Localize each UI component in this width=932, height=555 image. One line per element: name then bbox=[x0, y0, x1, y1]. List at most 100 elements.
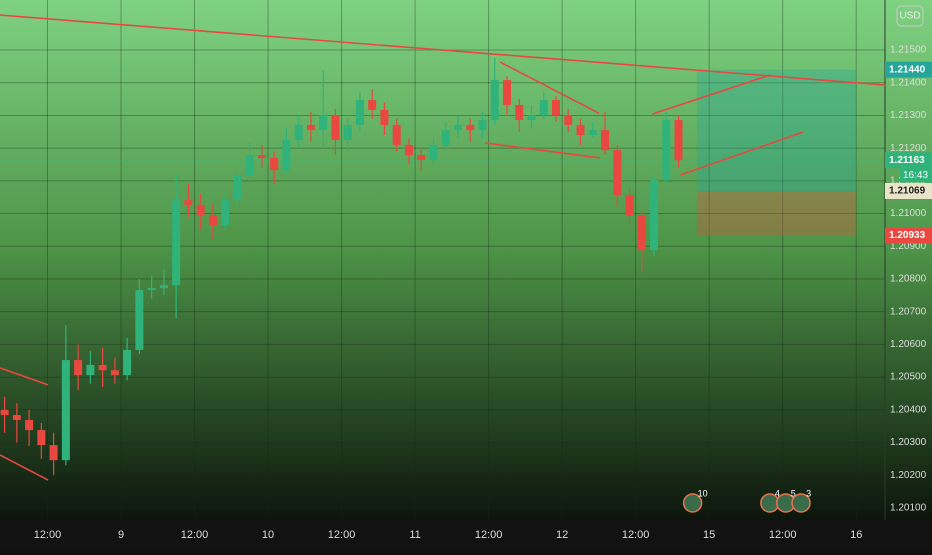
y-tick-label: 1.20100 bbox=[890, 503, 927, 514]
candle-body bbox=[429, 144, 438, 160]
x-tick-label: 15 bbox=[703, 529, 715, 541]
y-tick-label: 1.20700 bbox=[890, 306, 927, 317]
event-count: 10 bbox=[698, 488, 708, 498]
candle-body bbox=[294, 124, 303, 140]
price-label: 1.21069 bbox=[889, 186, 926, 197]
last-price-label-box bbox=[885, 152, 932, 169]
price-label-box bbox=[885, 61, 932, 78]
candle-body bbox=[539, 100, 548, 116]
candle-body bbox=[245, 155, 254, 175]
x-tick-label: 12 bbox=[556, 529, 568, 541]
last-price-label: 1.21163 bbox=[889, 155, 925, 166]
candle-body bbox=[404, 144, 413, 156]
candle-body bbox=[25, 419, 34, 431]
y-tick-label: 1.21500 bbox=[890, 45, 927, 56]
y-tick-label: 1.20600 bbox=[890, 339, 927, 350]
x-axis-band bbox=[0, 520, 932, 550]
countdown: 16:43 bbox=[903, 170, 928, 181]
candle-body bbox=[650, 180, 659, 251]
candle-body bbox=[515, 104, 524, 121]
candle-body bbox=[221, 200, 230, 226]
currency-box bbox=[896, 5, 924, 27]
price-label: 1.21440 bbox=[889, 64, 926, 75]
price-label: 1.20933 bbox=[889, 230, 926, 241]
y-tick-label: 1.20400 bbox=[890, 404, 927, 415]
candle-body bbox=[662, 120, 671, 181]
candle-body bbox=[49, 445, 58, 461]
candle-body bbox=[86, 364, 95, 376]
candle-body bbox=[12, 415, 21, 420]
y-tick-label: 1.20200 bbox=[890, 470, 927, 481]
y-tick-label: 1.21300 bbox=[890, 110, 927, 121]
event-count: 5 bbox=[791, 488, 796, 498]
candle-body bbox=[478, 120, 487, 131]
trend-line bbox=[0, 14, 886, 86]
candle-body bbox=[37, 430, 46, 446]
x-tick-label: 16 bbox=[850, 529, 862, 541]
candle-body bbox=[502, 80, 511, 105]
y-tick-label: 1.20500 bbox=[890, 372, 927, 383]
event-count: 3 bbox=[806, 488, 811, 498]
candle-body bbox=[196, 205, 205, 216]
x-tick-label: 12:00 bbox=[328, 529, 356, 541]
x-tick-label: 12:00 bbox=[34, 529, 62, 541]
event-marker bbox=[791, 493, 811, 513]
y-tick-label: 1.20900 bbox=[890, 241, 927, 252]
y-tick-label: 1.21200 bbox=[890, 143, 927, 154]
trend-line bbox=[484, 142, 601, 159]
candle-body bbox=[392, 124, 401, 145]
stop-zone bbox=[696, 190, 857, 236]
candle-body bbox=[319, 115, 328, 131]
candle-body bbox=[441, 130, 450, 145]
candle-body bbox=[637, 215, 646, 251]
trend-line bbox=[0, 454, 49, 481]
x-tick-label: 12:00 bbox=[769, 529, 797, 541]
candle-body bbox=[576, 124, 585, 136]
event-marker bbox=[682, 493, 703, 513]
candle-body bbox=[355, 100, 364, 125]
event-count: 4 bbox=[775, 488, 780, 498]
price-label-box bbox=[885, 227, 932, 244]
y-tick-label: 1.21400 bbox=[890, 77, 927, 88]
y-tick-label: 1.21000 bbox=[890, 208, 927, 219]
candle-body bbox=[110, 370, 119, 376]
price-label-box bbox=[885, 182, 932, 199]
candle-body bbox=[98, 364, 107, 371]
x-tick-label: 12:00 bbox=[475, 529, 503, 541]
x-tick-label: 12:00 bbox=[622, 529, 650, 541]
trend-line bbox=[0, 367, 49, 386]
candle-body bbox=[368, 100, 377, 110]
candle-body bbox=[490, 80, 499, 121]
candle-body bbox=[625, 194, 634, 216]
candle-body bbox=[417, 155, 426, 160]
candle-body bbox=[380, 109, 389, 125]
y-tick-label: 1.20300 bbox=[890, 437, 927, 448]
candle-body bbox=[184, 200, 193, 206]
trend-line bbox=[651, 74, 771, 115]
candle-body bbox=[270, 157, 279, 171]
candle-body bbox=[331, 115, 340, 140]
candle-body bbox=[466, 124, 475, 131]
candle-body bbox=[135, 290, 144, 350]
x-tick-label: 9 bbox=[118, 529, 124, 541]
candle-body bbox=[61, 360, 70, 461]
candle-body bbox=[306, 124, 315, 131]
x-tick-label: 10 bbox=[262, 529, 274, 541]
countdown-box bbox=[900, 168, 932, 183]
candle-body bbox=[172, 200, 181, 286]
candle-body bbox=[613, 150, 622, 195]
currency: USD bbox=[899, 11, 920, 22]
candle-body bbox=[343, 124, 352, 140]
candle-body bbox=[74, 360, 83, 376]
trend-line bbox=[680, 131, 804, 176]
trend-line bbox=[499, 61, 600, 114]
candle-body bbox=[123, 349, 132, 376]
candle-body bbox=[233, 174, 242, 201]
x-tick-label: 11 bbox=[409, 529, 420, 541]
target-zone bbox=[696, 69, 857, 191]
candle-body bbox=[147, 288, 156, 291]
candle-body bbox=[282, 139, 291, 171]
